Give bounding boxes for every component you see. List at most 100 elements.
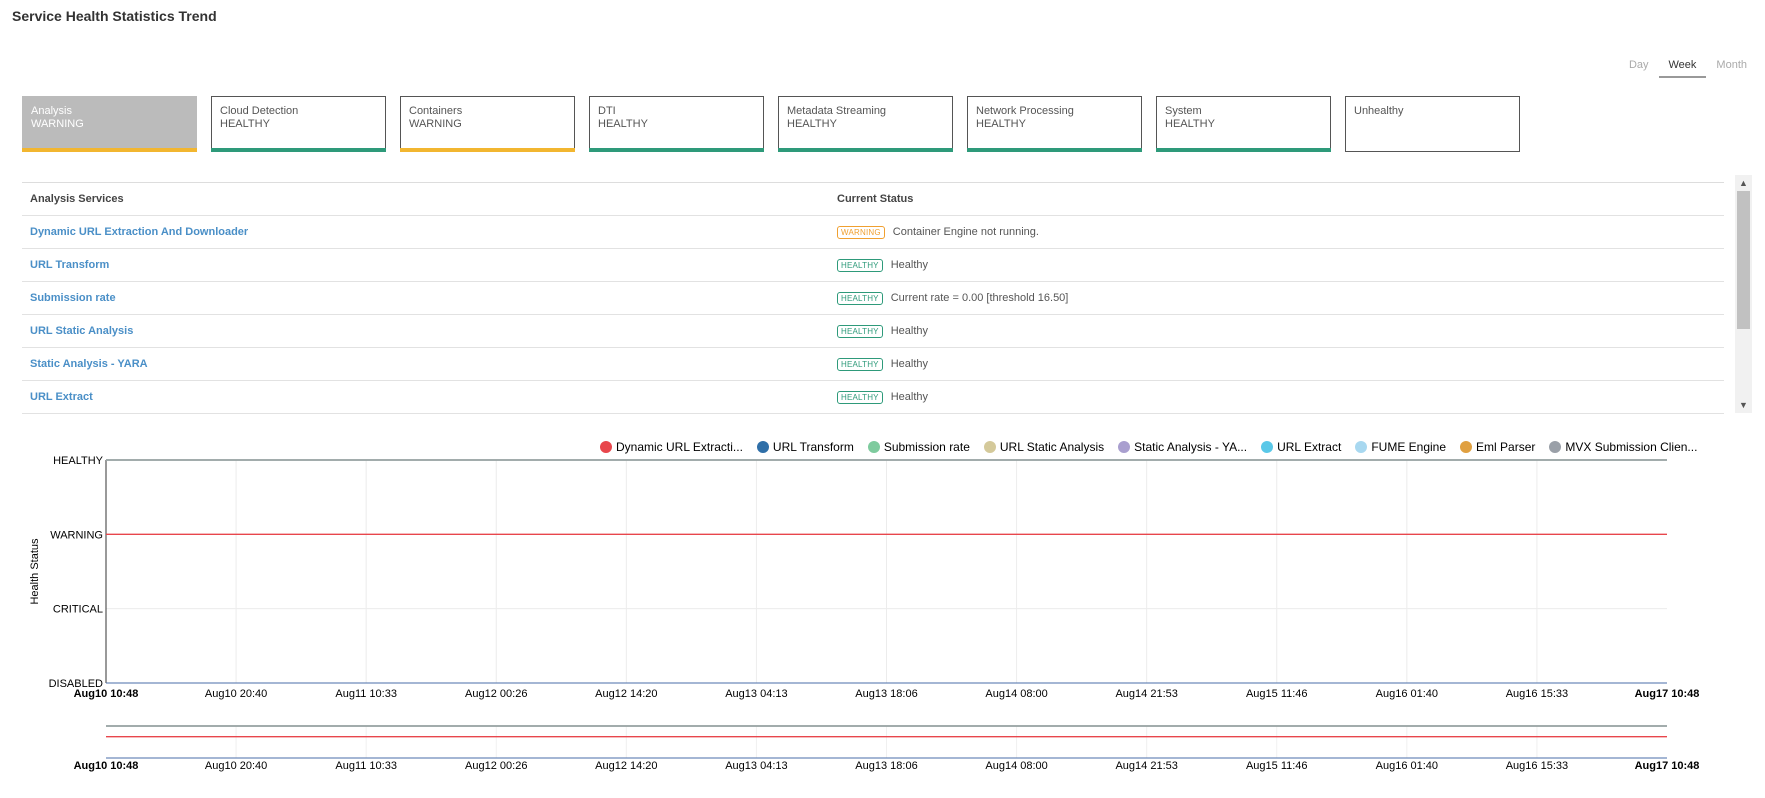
status-message: Container Engine not running.	[892, 226, 1039, 238]
legend-swatch	[1118, 441, 1131, 453]
status-cell: HEALTHY Healthy	[837, 357, 1724, 371]
legend-label: URL Transform	[772, 440, 854, 454]
category-status: HEALTHY	[787, 118, 837, 130]
scroll-up-arrow-icon[interactable]: ▲	[1739, 178, 1748, 188]
status-badge: HEALTHY	[837, 357, 883, 371]
navigator-x-tick-label: Aug12 14:20	[595, 760, 657, 772]
services-table: Analysis Services Current Status Dynamic…	[22, 182, 1724, 414]
category-card-cloud-detection[interactable]: Cloud Detection HEALTHY	[211, 96, 386, 152]
legend-swatch	[756, 441, 769, 453]
legend-item[interactable]: Static Analysis - YA...	[1118, 440, 1247, 454]
status-message: Healthy	[890, 259, 929, 271]
legend-item[interactable]: Dynamic URL Extracti...	[600, 440, 743, 454]
range-tab-month[interactable]: Month	[1716, 59, 1747, 71]
service-link[interactable]: URL Transform	[30, 259, 110, 271]
navigator-x-tick-label: Aug10 10:48	[74, 760, 139, 772]
navigator-x-tick-label: Aug10 20:40	[205, 760, 267, 772]
legend-swatch	[1549, 441, 1562, 453]
category-name: Unhealthy	[1354, 105, 1404, 117]
legend-label: Submission rate	[883, 440, 970, 454]
category-card-system[interactable]: System HEALTHY	[1156, 96, 1331, 152]
category-status: HEALTHY	[1165, 118, 1215, 130]
category-name: Analysis	[31, 105, 72, 117]
category-card-dti[interactable]: DTI HEALTHY	[589, 96, 764, 152]
status-badge: HEALTHY	[837, 291, 883, 305]
y-tick-label: HEALTHY	[53, 455, 104, 467]
service-cell: Submission rate	[22, 292, 837, 304]
legend-item[interactable]: URL Extract	[1261, 440, 1341, 454]
category-name: Metadata Streaming	[787, 105, 887, 117]
table-row: URL Extract HEALTHY Healthy	[22, 381, 1724, 414]
status-cell: HEALTHY Healthy	[837, 390, 1724, 404]
category-name: Network Processing	[976, 105, 1074, 117]
y-tick-label: DISABLED	[49, 678, 103, 690]
legend-item[interactable]: Submission rate	[867, 440, 970, 454]
navigator-x-tick-label: Aug12 00:26	[465, 760, 527, 772]
x-tick-label: Aug12 00:26	[465, 688, 527, 700]
legend-swatch	[867, 441, 880, 453]
x-tick-label: Aug13 04:13	[725, 688, 787, 700]
legend-swatch	[1261, 441, 1274, 453]
category-card-metadata-streaming[interactable]: Metadata Streaming HEALTHY	[778, 96, 953, 152]
scroll-thumb[interactable]	[1737, 191, 1750, 329]
service-link[interactable]: URL Static Analysis	[30, 325, 134, 337]
legend-item[interactable]: URL Static Analysis	[983, 440, 1104, 454]
table-header: Analysis Services Current Status	[22, 183, 1724, 216]
service-link[interactable]: URL Extract	[30, 391, 93, 403]
legend-item[interactable]: MVX Submission Clien...	[1549, 440, 1697, 454]
category-status-bar	[400, 148, 575, 152]
legend-swatch	[600, 441, 612, 453]
status-message: Current rate = 0.00 [threshold 16.50]	[890, 292, 1069, 304]
category-cards: Analysis WARNING Cloud Detection HEALTHY Con…	[22, 96, 1534, 152]
legend-item[interactable]: URL Transform	[756, 440, 854, 454]
x-tick-label: Aug14 21:53	[1115, 688, 1177, 700]
navigator-x-tick-label: Aug14 08:00	[985, 760, 1047, 772]
status-badge: HEALTHY	[837, 324, 883, 338]
navigator-x-tick-label: Aug14 21:53	[1115, 760, 1177, 772]
table-row: Dynamic URL Extraction And Downloader WAR…	[22, 216, 1724, 249]
navigator-x-tick-label: Aug11 10:33	[335, 760, 397, 772]
category-card-network-processing[interactable]: Network Processing HEALTHY	[967, 96, 1142, 152]
category-name: System	[1165, 105, 1202, 117]
category-status-bar	[22, 148, 197, 152]
column-header-service: Analysis Services	[30, 193, 124, 205]
status-cell: WARNING Container Engine not running.	[837, 225, 1724, 239]
legend-item[interactable]: FUME Engine	[1355, 440, 1446, 454]
x-tick-label: Aug17 10:48	[1635, 688, 1700, 700]
range-tab-week[interactable]: Week	[1658, 57, 1707, 78]
status-message: Healthy	[890, 391, 929, 403]
chart-legend: Dynamic URL Extracti... URL Transform Subm…	[600, 440, 1711, 454]
navigator-x-tick-label: Aug17 10:48	[1635, 760, 1700, 772]
service-link[interactable]: Submission rate	[30, 292, 116, 304]
navigator-x-tick-label: Aug16 15:33	[1506, 760, 1568, 772]
page-title: Service Health Statistics Trend	[12, 8, 217, 24]
status-message: Healthy	[890, 325, 929, 337]
legend-label: MVX Submission Clien...	[1565, 440, 1698, 454]
table-row: Static Analysis - YARA HEALTHY Healthy	[22, 348, 1724, 381]
scroll-down-arrow-icon[interactable]: ▼	[1739, 400, 1748, 410]
table-row: URL Static Analysis HEALTHY Healthy	[22, 315, 1724, 348]
x-tick-label: Aug12 14:20	[595, 688, 657, 700]
scroll-track[interactable]	[1735, 329, 1752, 397]
legend-label: Static Analysis - YA...	[1134, 440, 1248, 454]
table-scrollbar[interactable]: ▲ ▼	[1735, 175, 1752, 413]
x-tick-label: Aug10 20:40	[205, 688, 267, 700]
category-card-unhealthy[interactable]: Unhealthy	[1345, 96, 1520, 152]
service-cell: Dynamic URL Extraction And Downloader	[22, 226, 837, 238]
service-cell: URL Static Analysis	[22, 325, 837, 337]
x-tick-label: Aug14 08:00	[985, 688, 1047, 700]
service-link[interactable]: Dynamic URL Extraction And Downloader	[30, 226, 249, 238]
category-status: WARNING	[31, 118, 84, 130]
service-link[interactable]: Static Analysis - YARA	[30, 358, 148, 370]
legend-label: FUME Engine	[1371, 440, 1447, 454]
navigator-x-tick-label: Aug16 01:40	[1376, 760, 1438, 772]
category-card-containers[interactable]: Containers WARNING	[400, 96, 575, 152]
category-name: DTI	[598, 105, 616, 117]
range-tab-day[interactable]: Day	[1628, 59, 1649, 71]
status-badge: WARNING	[837, 225, 885, 239]
legend-item[interactable]: Eml Parser	[1460, 440, 1535, 454]
x-tick-label: Aug15 11:46	[1246, 688, 1308, 700]
service-cell: URL Transform	[22, 259, 837, 271]
category-card-analysis[interactable]: Analysis WARNING	[22, 96, 197, 152]
category-status-bar	[589, 148, 764, 152]
